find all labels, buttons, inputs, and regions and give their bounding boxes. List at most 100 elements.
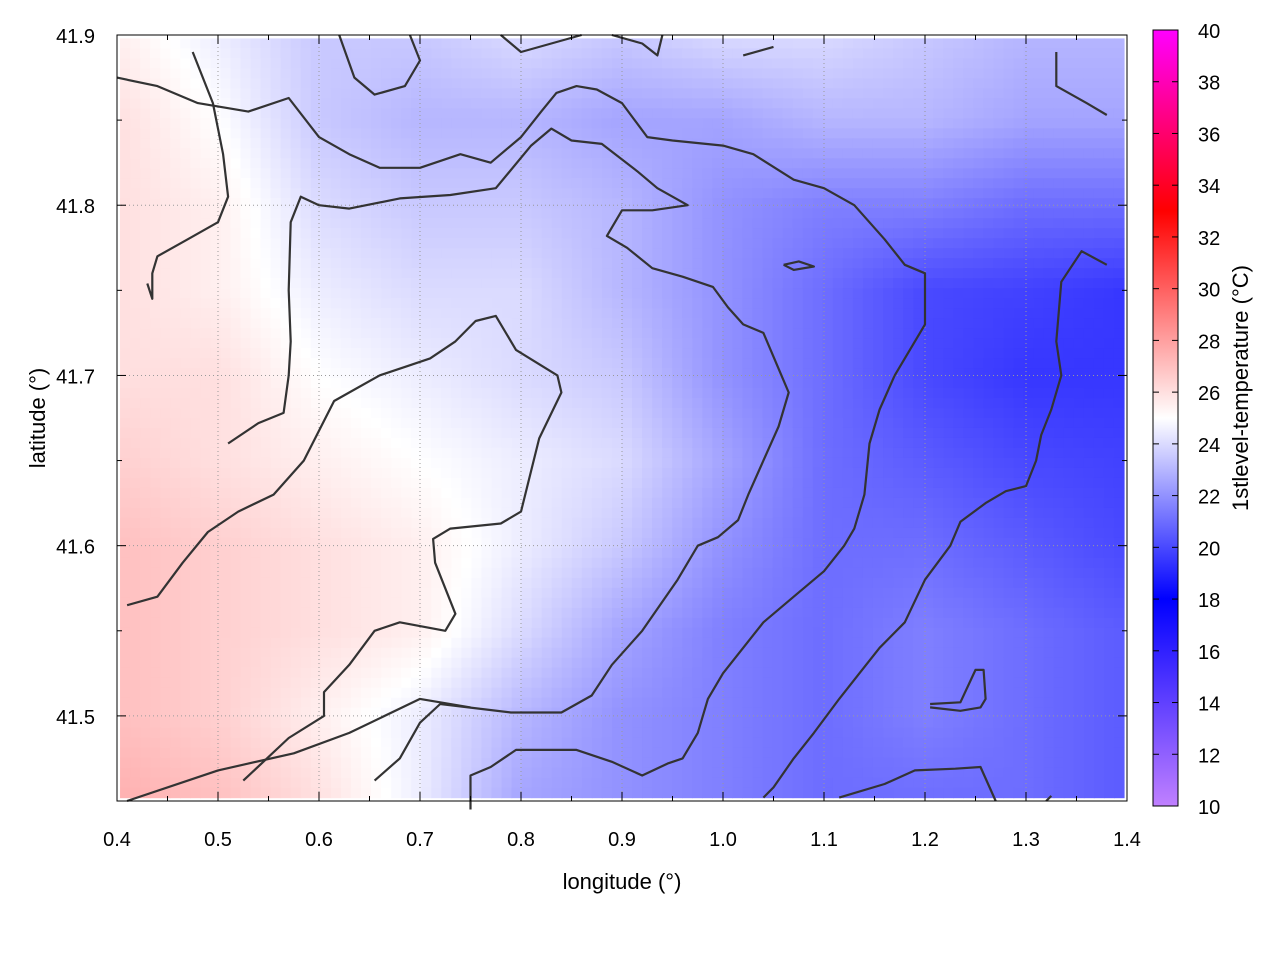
heatmap-cell: [230, 108, 242, 119]
heatmap-cell: [883, 388, 894, 399]
heatmap-cell: [822, 268, 834, 279]
heatmap-cell: [190, 477, 201, 489]
heatmap-cell: [832, 308, 844, 319]
heatmap-cell: [441, 98, 452, 109]
heatmap-cell: [692, 278, 703, 289]
heatmap-cell: [240, 308, 252, 319]
heatmap-cell: [752, 228, 764, 239]
heatmap-cell: [220, 427, 232, 439]
heatmap-cell: [371, 318, 382, 329]
heatmap-cell: [491, 98, 503, 109]
heatmap-cell: [401, 418, 412, 429]
heatmap-cell: [632, 178, 643, 189]
heatmap-cell: [320, 138, 332, 149]
heatmap-cell: [893, 108, 904, 119]
heatmap-cell: [591, 68, 603, 79]
heatmap-cell: [782, 398, 794, 409]
heatmap-cell: [712, 128, 723, 139]
heatmap-cell: [360, 457, 372, 469]
heatmap-cell: [842, 427, 854, 439]
heatmap-cell: [421, 487, 432, 499]
heatmap-cell: [742, 398, 754, 409]
heatmap-cell: [1103, 48, 1115, 59]
heatmap-cell: [993, 288, 1005, 299]
heatmap-cell: [642, 188, 653, 199]
heatmap-cell: [953, 427, 964, 439]
heatmap-cell: [913, 58, 924, 69]
heatmap-cell: [561, 108, 573, 119]
heatmap-cell: [270, 477, 282, 489]
heatmap-cell: [250, 298, 262, 309]
heatmap-cell: [1033, 457, 1045, 469]
heatmap-cell: [120, 98, 131, 109]
heatmap-cell: [1113, 497, 1125, 509]
heatmap-cell: [1113, 198, 1125, 209]
heatmap-cell: [541, 58, 553, 69]
heatmap-cell: [692, 507, 703, 519]
heatmap-cell: [360, 427, 372, 439]
heatmap-cell: [290, 437, 302, 449]
heatmap-cell: [852, 348, 864, 359]
heatmap-cell: [521, 358, 533, 369]
heatmap-cell: [872, 318, 884, 329]
heatmap-cell: [1043, 48, 1055, 59]
heatmap-cell: [481, 368, 493, 379]
heatmap-cell: [561, 188, 573, 199]
heatmap-cell: [611, 138, 623, 149]
heatmap-cell: [531, 178, 543, 189]
heatmap-cell: [1093, 98, 1105, 109]
heatmap-cell: [371, 447, 382, 459]
heatmap-cell: [1103, 358, 1115, 369]
heatmap-cell: [792, 148, 804, 159]
heatmap-cell: [1103, 158, 1115, 169]
heatmap-cell: [320, 388, 332, 399]
heatmap-cell: [140, 248, 151, 259]
heatmap-cell: [642, 128, 653, 139]
heatmap-cell: [782, 268, 794, 279]
heatmap-cell: [1013, 128, 1025, 139]
heatmap-cell: [280, 38, 292, 49]
heatmap-cell: [240, 447, 252, 459]
heatmap-cell: [983, 78, 995, 89]
heatmap-cell: [471, 408, 483, 419]
heatmap-cell: [652, 328, 663, 339]
heatmap-cell: [421, 368, 432, 379]
heatmap-cell: [551, 328, 563, 339]
heatmap-cell: [200, 248, 211, 259]
heatmap-cell: [822, 208, 834, 219]
heatmap-cell: [872, 198, 884, 209]
heatmap-cell: [210, 178, 222, 189]
heatmap-cell: [953, 497, 964, 509]
heatmap-cell: [381, 258, 392, 269]
heatmap-cell: [1003, 38, 1015, 49]
heatmap-cell: [451, 497, 462, 509]
heatmap-cell: [913, 308, 924, 319]
heatmap-cell: [240, 348, 252, 359]
heatmap-cell: [662, 308, 673, 319]
heatmap-cell: [451, 408, 462, 419]
heatmap-cell: [832, 218, 844, 229]
heatmap-cell: [180, 258, 191, 269]
heatmap-cell: [561, 88, 573, 99]
heatmap-cell: [903, 268, 914, 279]
heatmap-cell: [220, 158, 232, 169]
heatmap-cell: [1013, 388, 1025, 399]
heatmap-cell: [431, 168, 442, 179]
heatmap-cell: [501, 507, 513, 519]
heatmap-cell: [150, 338, 161, 349]
heatmap-cell: [1083, 278, 1095, 289]
heatmap-cell: [862, 178, 874, 189]
heatmap-cell: [672, 278, 683, 289]
heatmap-cell: [682, 68, 693, 79]
heatmap-cell: [571, 228, 583, 239]
heatmap-cell: [471, 467, 483, 479]
heatmap-cell: [310, 487, 322, 499]
heatmap-cell: [571, 328, 583, 339]
heatmap-cell: [832, 388, 844, 399]
heatmap-cell: [421, 527, 432, 539]
heatmap-cell: [762, 278, 774, 289]
heatmap-cell: [190, 288, 201, 299]
heatmap-cell: [1023, 128, 1035, 139]
heatmap-cell: [1103, 418, 1115, 429]
heatmap-cell: [250, 138, 262, 149]
